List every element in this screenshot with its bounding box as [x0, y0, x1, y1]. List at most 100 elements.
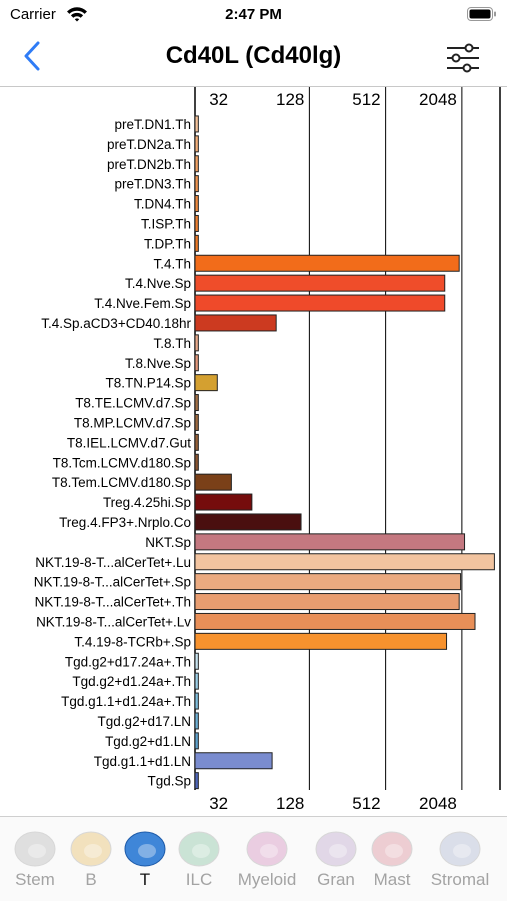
bar[interactable] [194, 692, 199, 710]
expression-bar-chart: 32 32 128 128 512 512 2048 2048 preT.DN1.Th preT.… [34, 87, 501, 813]
chevron-left-icon [24, 41, 40, 71]
bar[interactable] [194, 593, 460, 611]
row-label: Tgd.g1.1+d1.LN [94, 754, 191, 769]
x-tick-label-bottom: 32 [209, 794, 228, 813]
row-label: NKT.19-8-T...alCerTet+.Lv [36, 614, 191, 629]
row-label: T.8.Nve.Sp [125, 356, 191, 371]
row-label: T.4.Nve.Sp [125, 276, 191, 291]
row-label: T.DN4.Th [134, 197, 191, 212]
battery-icon [467, 7, 497, 27]
bar[interactable] [194, 214, 199, 232]
tab-label: ILC [185, 870, 213, 889]
bar[interactable] [194, 712, 199, 730]
x-tick-label-top: 512 [352, 90, 380, 109]
row-label: T.4.19-8-TCRb+.Sp [74, 634, 191, 649]
row-label: Treg.4.25hi.Sp [103, 495, 191, 510]
cell-type-tab-bar: Stem B T ILC Myeloid Gran Mast Stromal [0, 816, 507, 901]
bar[interactable] [194, 374, 218, 392]
row-label: preT.DN2a.Th [107, 137, 191, 152]
stromal-cell-icon [439, 831, 481, 867]
status-time: 2:47 PM [225, 6, 282, 23]
bar[interactable] [194, 772, 199, 790]
row-label: T8.MP.LCMV.d7.Sp [74, 415, 191, 430]
bar[interactable] [194, 234, 199, 252]
row-label: T8.TE.LCMV.d7.Sp [75, 396, 191, 411]
row-label: T8.IEL.LCMV.d7.Gut [67, 435, 191, 450]
x-tick-label-bottom: 128 [276, 794, 304, 813]
tab-label: Gran [317, 870, 355, 889]
bar[interactable] [194, 195, 199, 213]
bar[interactable] [194, 274, 446, 292]
x-tick-label-top: 2048 [419, 90, 457, 109]
row-label: T8.TN.P14.Sp [105, 376, 191, 391]
tab-t[interactable]: T [110, 817, 180, 901]
row-label: NKT.19-8-T...alCerTet+.Sp [34, 575, 191, 590]
b-cell-icon [70, 831, 112, 867]
tab-b[interactable]: B [56, 817, 126, 901]
bar[interactable] [194, 493, 253, 511]
tab-label: Myeloid [237, 870, 297, 889]
row-label: T.DP.Th [144, 236, 191, 251]
back-button[interactable] [18, 38, 48, 79]
bar[interactable] [194, 612, 476, 630]
bar[interactable] [194, 752, 273, 770]
row-label: NKT.19-8-T...alCerTet+.Lu [35, 555, 191, 570]
row-label: T8.Tem.LCMV.d180.Sp [52, 475, 191, 490]
bar[interactable] [194, 652, 199, 670]
bar[interactable] [194, 672, 199, 690]
row-label: Tgd.g2+d1.LN [105, 734, 191, 749]
bar[interactable] [194, 115, 199, 133]
bar[interactable] [194, 334, 199, 352]
bar[interactable] [194, 135, 199, 153]
bar[interactable] [194, 513, 302, 531]
tab-label: Mast [373, 870, 411, 889]
bar[interactable] [194, 175, 199, 193]
tab-ilc[interactable]: ILC [164, 817, 234, 901]
tab-mast[interactable]: Mast [357, 817, 427, 901]
tab-gran[interactable]: Gran [301, 817, 371, 901]
tab-myeloid[interactable]: Myeloid [232, 817, 302, 901]
carrier-label: Carrier [10, 6, 56, 23]
myeloid-cell-icon [246, 831, 288, 867]
row-label: T.4.Th [153, 256, 191, 271]
row-label: preT.DN2b.Th [107, 157, 191, 172]
bar[interactable] [194, 394, 199, 412]
tab-stem[interactable]: Stem [0, 817, 70, 901]
x-tick-label-top: 128 [276, 90, 304, 109]
x-tick-label-bottom: 512 [352, 794, 380, 813]
bar[interactable] [194, 254, 460, 272]
row-label: Treg.4.FP3+.Nrplo.Co [59, 515, 191, 530]
tab-label: Stromal [430, 870, 490, 889]
x-tick-label-bottom: 2048 [419, 794, 457, 813]
row-label: T.8.Th [153, 336, 191, 351]
status-bar: Carrier 2:47 PM [0, 0, 507, 30]
t-cell-icon [124, 831, 166, 867]
row-label: Tgd.Sp [147, 774, 191, 789]
bar[interactable] [194, 413, 199, 431]
wifi-icon [66, 5, 88, 27]
bar[interactable] [194, 354, 199, 372]
bar[interactable] [194, 553, 495, 571]
bar[interactable] [194, 314, 277, 332]
x-tick-label-top: 32 [209, 90, 228, 109]
bar[interactable] [194, 632, 448, 650]
bar[interactable] [194, 453, 199, 471]
tab-stromal[interactable]: Stromal [425, 817, 495, 901]
bar[interactable] [194, 533, 466, 551]
page-title: Cd40L (Cd40lg) [165, 42, 342, 69]
bar[interactable] [194, 473, 232, 491]
bar[interactable] [194, 732, 199, 750]
filter-button[interactable] [445, 42, 481, 79]
row-label: Tgd.g1.1+d1.24a+.Th [61, 694, 191, 709]
bar[interactable] [194, 294, 446, 312]
bar[interactable] [194, 573, 462, 591]
row-label: preT.DN1.Th [114, 117, 191, 132]
stem-cell-icon [14, 831, 56, 867]
row-label: Tgd.g2+d1.24a+.Th [72, 674, 191, 689]
bar[interactable] [194, 433, 199, 451]
row-label: T.4.Nve.Fem.Sp [94, 296, 191, 311]
bar[interactable] [194, 155, 199, 173]
sliders-icon [447, 43, 479, 73]
row-label: T8.Tcm.LCMV.d180.Sp [53, 455, 191, 470]
tab-label: T [139, 870, 151, 889]
